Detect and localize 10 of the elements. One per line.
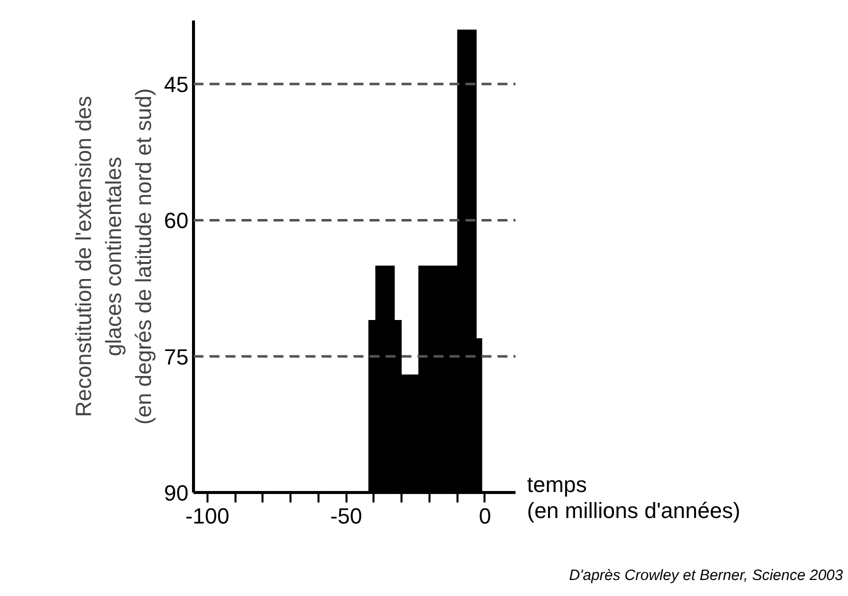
y-axis-title: Reconstitution de l'extension des glaces continentales (en degrés de latitude nord et sud) xyxy=(71,88,156,425)
y-tick-label: 90 xyxy=(164,480,189,506)
y-tick-label: 45 xyxy=(164,72,189,98)
y-tick-label: 60 xyxy=(164,208,189,234)
x-axis-title: temps (en millions d'années) xyxy=(527,472,740,524)
x-tick-label: -100 xyxy=(185,504,230,528)
x-tick-label: -50 xyxy=(330,504,362,528)
y-tick-label: 75 xyxy=(164,344,189,370)
x-tick-label: 0 xyxy=(478,504,492,528)
text: D'après Crowley et Berner, Science 2003 xyxy=(569,566,843,586)
